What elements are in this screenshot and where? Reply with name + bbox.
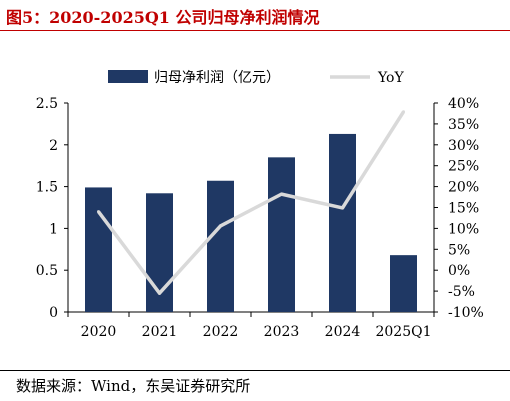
bar-2020 bbox=[85, 187, 112, 312]
yoy-point-2022 bbox=[219, 224, 222, 228]
legend-bar-swatch bbox=[108, 70, 148, 83]
bar-2023 bbox=[268, 157, 295, 312]
x-tick-label: 2023 bbox=[264, 324, 300, 340]
right-tick-label: 20% bbox=[448, 180, 479, 196]
figure-title: 图5：2020-2025Q1 公司归母净利润情况 bbox=[6, 8, 320, 27]
right-tick-label: -10% bbox=[448, 305, 484, 321]
left-tick-label: 2.5 bbox=[36, 96, 58, 112]
yoy-point-2021 bbox=[158, 291, 161, 295]
x-tick-label: 2020 bbox=[81, 324, 117, 340]
right-tick-label: 25% bbox=[448, 159, 479, 175]
title-divider bbox=[0, 30, 510, 31]
yoy-point-2024 bbox=[341, 206, 344, 210]
yoy-line bbox=[97, 110, 405, 295]
chart: 归母净利润（亿元） YoY 0 0.5 1 1.5 2 2.5 -10% -5% 0% 5% 10% 1… bbox=[36, 69, 484, 340]
x-tick-label: 2025Q1 bbox=[375, 324, 431, 340]
right-tick-label: 40% bbox=[448, 96, 479, 112]
x-tick-label: 2021 bbox=[142, 324, 178, 340]
left-tick-label: 1 bbox=[49, 221, 58, 237]
yoy-point-2020 bbox=[97, 210, 100, 214]
right-tick-label: -5% bbox=[448, 284, 475, 300]
yoy-point-2025Q1 bbox=[402, 110, 405, 114]
right-tick-label: 5% bbox=[448, 242, 470, 258]
bar-2024 bbox=[329, 133, 356, 312]
left-tick-label: 2 bbox=[49, 138, 58, 154]
yoy-series bbox=[97, 110, 405, 295]
left-tick-label: 1.5 bbox=[36, 180, 58, 196]
right-tick-label: 0% bbox=[448, 263, 470, 279]
axes: 0 0.5 1 1.5 2 2.5 -10% -5% 0% 5% 10% 15% 20% 25% 30% 35… bbox=[36, 96, 484, 340]
bar-2022 bbox=[207, 180, 234, 312]
right-tick-label: 30% bbox=[448, 138, 479, 154]
x-tick-label: 2024 bbox=[325, 324, 361, 340]
footer-divider bbox=[0, 370, 510, 371]
right-tick-label: 10% bbox=[448, 221, 479, 237]
right-tick-label: 15% bbox=[448, 201, 479, 217]
right-tick-label: 35% bbox=[448, 117, 479, 133]
left-tick-label: 0.5 bbox=[36, 263, 58, 279]
legend-bar-label: 归母净利润（亿元） bbox=[154, 69, 280, 86]
legend-line-label: YoY bbox=[377, 70, 404, 86]
bar-series bbox=[85, 133, 417, 312]
bar-2025Q1 bbox=[390, 255, 417, 312]
source-note: 数据来源：Wind，东吴证券研究所 bbox=[16, 377, 251, 395]
x-tick-label: 2022 bbox=[203, 324, 239, 340]
yoy-point-2023 bbox=[280, 192, 283, 196]
legend: 归母净利润（亿元） YoY bbox=[108, 69, 404, 86]
left-tick-label: 0 bbox=[49, 305, 58, 321]
